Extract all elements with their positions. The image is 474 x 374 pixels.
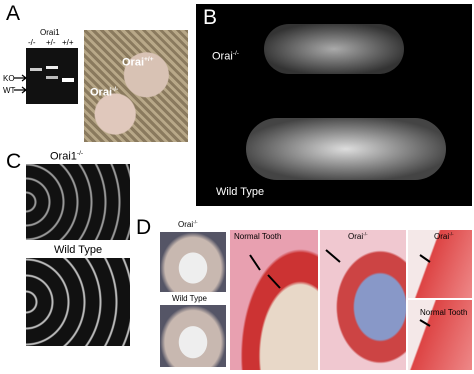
image-label: Wild Type <box>216 186 265 198</box>
text: -/- <box>112 86 119 93</box>
lane-label: +/+ <box>62 38 74 47</box>
mouse-photo <box>160 232 226 292</box>
panel-label: A <box>6 2 21 25</box>
text: -/- <box>232 50 240 57</box>
text: -/- <box>193 220 198 226</box>
xray-image <box>26 164 130 240</box>
image-label: Wild Type <box>54 244 103 256</box>
image-label: Normal Tooth <box>234 232 282 241</box>
photo-label: Orai-/- <box>90 86 118 99</box>
text: Orai <box>122 56 145 69</box>
histology-image <box>230 230 318 370</box>
image-label: Normal Tooth <box>420 308 468 317</box>
lane-label: +/- <box>46 38 56 47</box>
gel-image <box>26 48 78 104</box>
panel-label: B <box>203 6 218 29</box>
mouse-photo <box>84 30 188 142</box>
band-arrows <box>14 74 27 94</box>
image-label: Orai-/- <box>212 50 239 63</box>
text: Orai <box>178 220 194 229</box>
text: Orai <box>212 50 233 63</box>
panel-label: D <box>136 216 152 239</box>
image-label: Wild Type <box>172 294 207 303</box>
mouse-photo <box>160 305 226 367</box>
image-label: Orai-/- <box>178 220 198 229</box>
text: -/- <box>363 232 368 238</box>
histology-inset <box>408 300 472 370</box>
image-label: Orai-/- <box>348 232 368 241</box>
arrows <box>249 249 431 327</box>
gel-title: Orai1 <box>40 28 60 37</box>
histology-image <box>320 230 406 370</box>
histology-inset <box>408 230 472 298</box>
text: Orai <box>348 232 364 241</box>
xray-image <box>196 4 472 206</box>
band-label: WT <box>3 86 16 95</box>
text: Orai <box>434 232 450 241</box>
text: -/- <box>76 150 84 157</box>
lane-label: -/- <box>28 38 36 47</box>
band-label: KO <box>3 74 15 83</box>
text: Orai <box>90 86 113 99</box>
image-label: Orai-/- <box>434 232 454 241</box>
text: -/- <box>449 232 454 238</box>
image-label: Orai1-/- <box>50 150 83 163</box>
panel-label: C <box>6 150 22 173</box>
text: +/+ <box>144 56 154 63</box>
text: Orai1 <box>50 150 77 163</box>
photo-label: Orai+/+ <box>122 56 154 69</box>
xray-image <box>26 258 130 346</box>
